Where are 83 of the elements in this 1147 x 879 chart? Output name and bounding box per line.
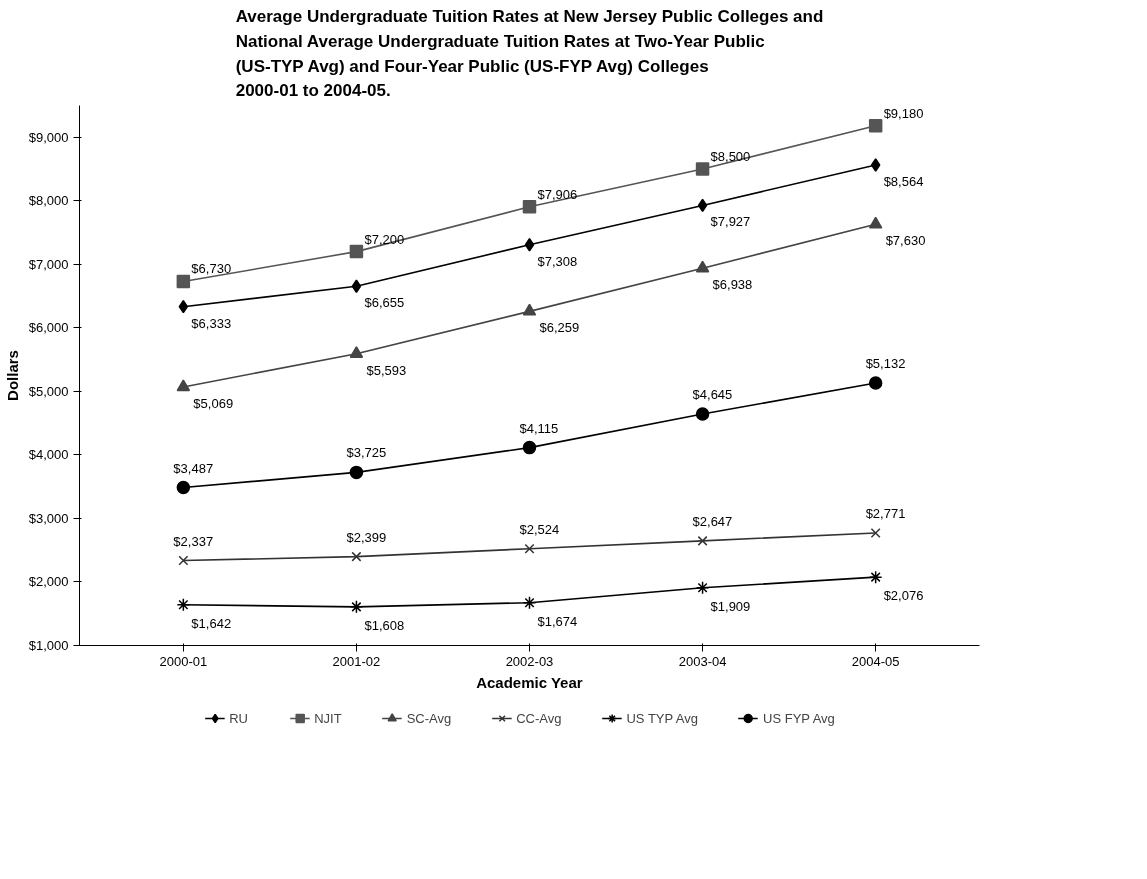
point: [349, 600, 364, 614]
data-label: $4,645: [692, 386, 733, 402]
point: [176, 379, 191, 392]
data-label: $5,069: [193, 396, 234, 411]
point: [868, 216, 883, 229]
data-label: $7,200: [364, 231, 405, 247]
data-label: $3,725: [346, 445, 387, 461]
y-tick-label: $4,000: [28, 447, 69, 463]
data-label: $6,259: [539, 320, 580, 336]
data-label: $2,337: [173, 533, 214, 549]
point: [695, 162, 710, 176]
point: [697, 198, 708, 213]
data-label: $7,927: [710, 214, 751, 230]
point: [695, 407, 710, 421]
data-label: $6,730: [191, 261, 232, 277]
y-tick-label: $2,000: [28, 574, 69, 590]
point: [695, 581, 710, 595]
data-label: $6,938: [712, 277, 753, 293]
data-label: $3,487: [173, 460, 214, 476]
point: [178, 555, 189, 566]
legend-label: US TYP Avg: [626, 710, 699, 726]
legend-label: RU: [229, 710, 249, 726]
point: [349, 465, 364, 480]
data-label: $5,593: [366, 362, 407, 378]
data-label: $7,630: [885, 233, 926, 249]
data-label: $1,674: [537, 613, 578, 629]
data-label: $1,642: [191, 615, 232, 631]
x-tick-label: 2002-03: [505, 653, 554, 669]
point: [868, 376, 883, 390]
chart-title: Average Undergraduate Tuition Rates at New Jersey Public Colleges and National Average Undergraduate Tuition Rates at Two-Year Public (US-TYP Avg) and Four-Year Public (US-FYP Avg) Colleges 2000-01 to 2004-05.: [235, 7, 824, 101]
point: [178, 299, 189, 314]
point: [522, 303, 537, 316]
data-label: $9,180: [883, 105, 924, 121]
data-label: $5,132: [865, 356, 906, 371]
data-label: $6,655: [364, 295, 405, 311]
data-label: $1,608: [364, 617, 405, 633]
y-tick-label: $7,000: [28, 256, 69, 272]
point: [870, 158, 881, 172]
data-label: $2,771: [865, 505, 906, 521]
point: [351, 279, 362, 293]
point: [176, 274, 191, 289]
point: [524, 543, 535, 554]
data-label: $7,906: [537, 186, 578, 202]
x-tick-label: 2004-05: [851, 653, 900, 669]
x-tick-label: 2001-02: [332, 653, 381, 669]
x-tick-label: 2003-04: [678, 653, 727, 669]
x-axis-title: Academic Year: [476, 673, 583, 691]
data-label: $2,647: [692, 513, 733, 529]
point: [522, 440, 537, 455]
point: [176, 480, 191, 495]
legend-label: CC-Avg: [516, 710, 562, 726]
point: [697, 535, 708, 546]
y-tick-label: $6,000: [28, 320, 69, 336]
point: [351, 551, 362, 562]
data-label: $1,909: [710, 598, 751, 614]
y-tick-label: $3,000: [28, 510, 69, 526]
x-tick-label: 2000-01: [159, 653, 208, 669]
data-label: $4,115: [519, 420, 559, 436]
data-label: $8,500: [710, 149, 751, 165]
data-label: $2,399: [346, 529, 387, 545]
point: [349, 346, 364, 358]
point: [176, 597, 191, 612]
point: [868, 570, 883, 584]
data-label: $7,308: [537, 253, 578, 269]
y-tick-label: $8,000: [28, 193, 69, 209]
y-tick-label: $5,000: [28, 383, 69, 399]
y-tick-label: $9,000: [28, 129, 69, 145]
legend-label: NJIT: [314, 710, 342, 726]
legend-label: SC-Avg: [406, 710, 452, 726]
point: [522, 595, 537, 610]
data-label: $6,333: [191, 315, 232, 331]
data-label: $2,524: [519, 521, 560, 537]
legend-label: US FYP Avg: [763, 710, 835, 726]
point: [868, 119, 883, 133]
point: [349, 244, 364, 259]
point: [522, 200, 537, 214]
y-tick-label: $1,000: [28, 638, 69, 653]
point: [870, 528, 881, 538]
data-label: $2,076: [883, 588, 924, 604]
data-label: $8,564: [883, 173, 924, 189]
point: [695, 260, 710, 273]
point: [524, 238, 535, 252]
y-axis-title: Dollars: [3, 350, 21, 401]
